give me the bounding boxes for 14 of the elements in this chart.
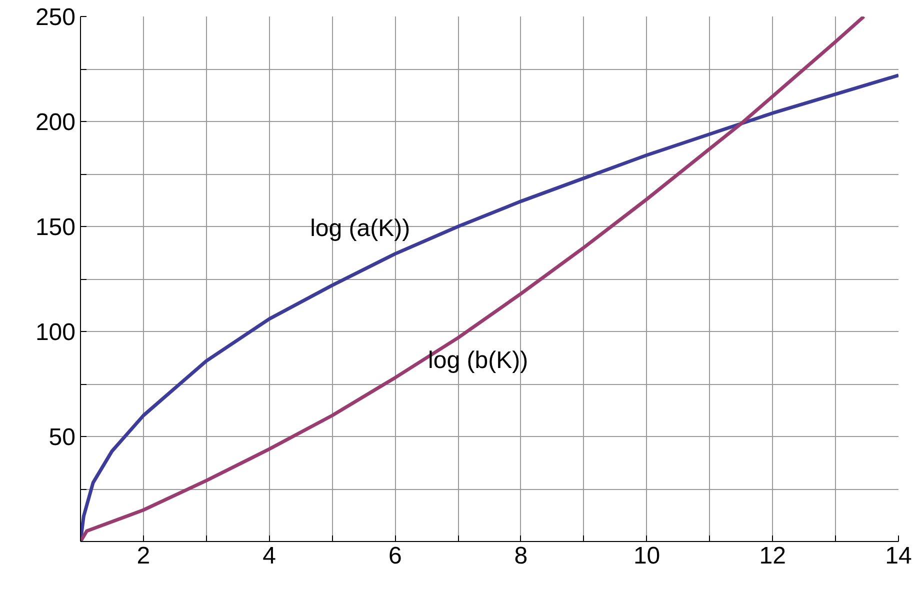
y-tick-label: 200 <box>35 109 76 136</box>
x-tick-label: 4 <box>262 542 276 570</box>
y-tick-label: 50 <box>48 424 76 451</box>
x-tick-label: 14 <box>885 542 912 570</box>
series-label: log (b(K)) <box>428 346 528 374</box>
y-tick-label: 250 <box>35 4 76 31</box>
series-label: log (a(K)) <box>310 214 410 242</box>
x-tick-label: 12 <box>759 542 786 570</box>
x-tick-label: 6 <box>388 542 402 570</box>
x-tick-label: 8 <box>514 542 528 570</box>
x-tick-label: 2 <box>136 542 150 570</box>
x-tick-label: 10 <box>633 542 660 570</box>
y-tick-label: 150 <box>35 214 76 241</box>
y-tick-label: 100 <box>35 319 76 346</box>
